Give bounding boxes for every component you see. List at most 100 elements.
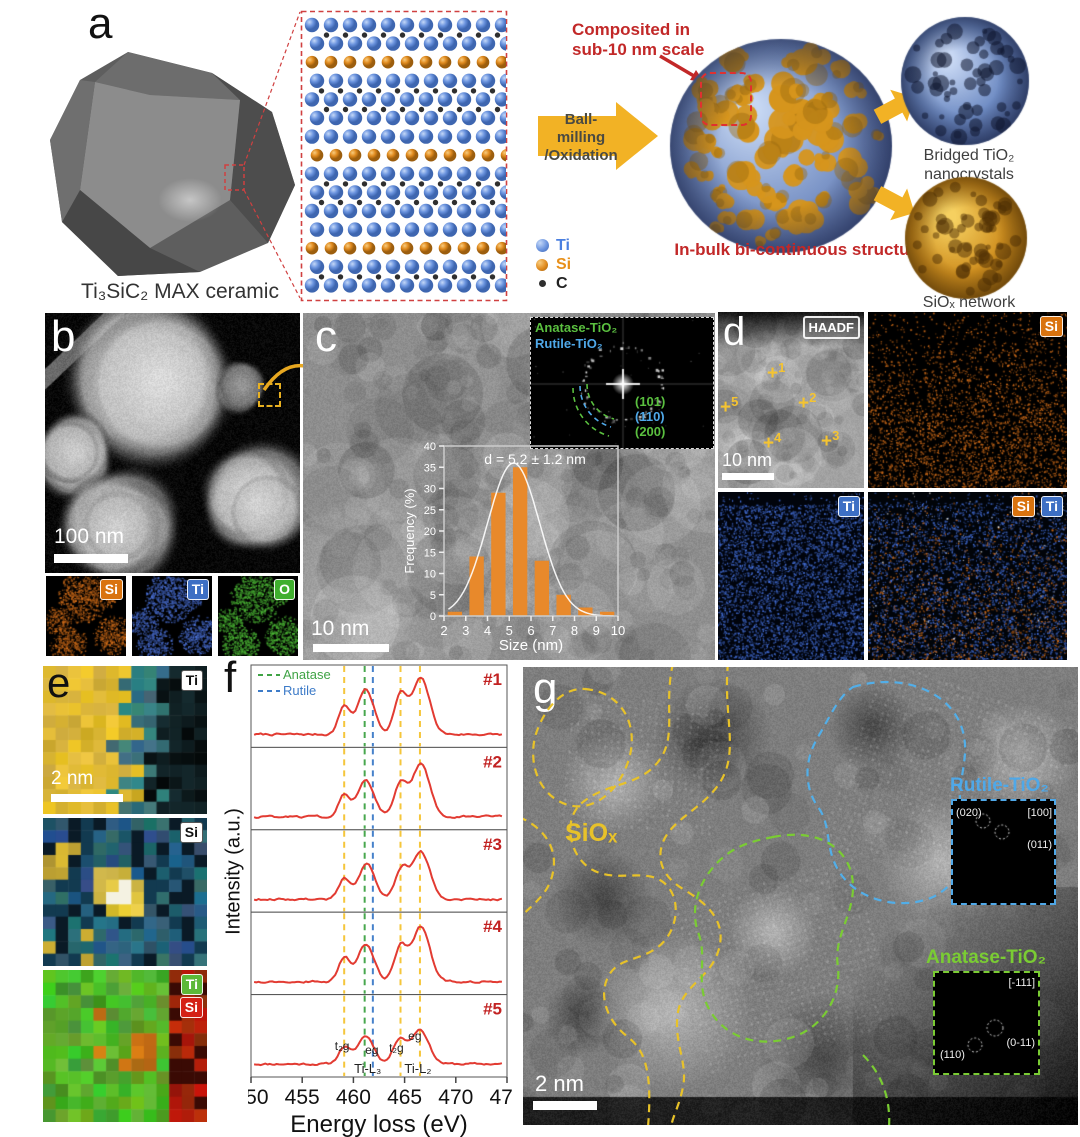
- b-eds-maps: Si Ti O: [45, 575, 299, 657]
- g-rutile-fft-image: [953, 801, 1054, 903]
- b-ti-badge: Ti: [186, 579, 209, 600]
- d-marker-3: +3: [821, 428, 840, 452]
- g-anatase-spot2: (0-11): [1006, 1037, 1035, 1049]
- atomic-structure-diagram: [300, 10, 508, 302]
- d-haadf-image: [718, 312, 864, 488]
- hist-xlabel: Size (nm): [499, 637, 563, 654]
- c-scale-text: 10 nm: [311, 617, 370, 640]
- c-fft-inset: Anatase-TiO₂ Rutile-TiO₂ (101) (110) (20…: [530, 317, 714, 449]
- eels-series-label: #1: [483, 670, 502, 689]
- g-anatase-title: Anatase-TiO₂: [926, 947, 1047, 968]
- e-ti-badge: Ti: [180, 670, 203, 691]
- eels-xtick: 460: [336, 1086, 371, 1109]
- b-map-o: O: [217, 575, 299, 657]
- c-fft-arcs: [572, 383, 615, 437]
- rutile-outline: [806, 680, 968, 905]
- legend-row-si: Si: [536, 255, 571, 274]
- eels-xtick: 455: [285, 1086, 320, 1109]
- eels-series-label: #3: [483, 835, 502, 854]
- eels-legend-rutile: Rutile: [283, 683, 316, 698]
- panel-c-label: c: [315, 312, 337, 361]
- g-rutile-spot3: (011): [1027, 839, 1052, 851]
- legend-c-label: C: [556, 274, 568, 292]
- panel-g: g SiOₓ Rutile-TiO₂ (020) [100] (011) Ana: [523, 667, 1078, 1125]
- c-fft-rutile-label: Rutile-TiO₂: [535, 336, 603, 351]
- zoom-region-box: [224, 164, 245, 191]
- d-haadf-badge: HAADF: [802, 316, 860, 339]
- panel-d: d HAADF +1 +2 +3 +4 +5 10 nm Si Ti Si Ti: [718, 312, 1067, 660]
- hist-ylabel: Frequency (%): [402, 488, 417, 573]
- legend-si-label: Si: [556, 255, 572, 273]
- e-scale-bar: [51, 794, 123, 802]
- svg-text:4: 4: [484, 623, 491, 638]
- e-scale-text: 2 nm: [51, 768, 94, 789]
- siox-outlines: [523, 667, 731, 1125]
- hist-bar: [447, 611, 463, 616]
- d-marker-2: +2: [798, 390, 817, 414]
- d-ti-map-image: [718, 492, 864, 660]
- d-si-badge: Si: [1039, 316, 1063, 337]
- eels-curve-3: [253, 849, 503, 902]
- process-line1: Ball-milling: [556, 111, 606, 146]
- d-scale-bar: [722, 473, 774, 480]
- eels-curve-4: [253, 925, 502, 984]
- g-anatase-spot1: [-111]: [1008, 977, 1036, 989]
- svg-text:8: 8: [571, 623, 578, 638]
- c-scale-bar: [313, 644, 389, 652]
- d-si-map-image: [868, 312, 1067, 488]
- e-si-map: Si: [43, 818, 207, 966]
- b-scale-text: 100 nm: [54, 525, 125, 548]
- panel-f-label: f: [224, 653, 237, 702]
- hist-bar: [534, 560, 550, 616]
- c-fft-anatase-label: Anatase-TiO₂: [535, 320, 618, 335]
- sub10nm-region-box: [700, 72, 752, 126]
- panel-b: b 100 nm Si Ti O: [45, 312, 300, 657]
- d-marker-4: +4: [763, 430, 782, 454]
- max-ceramic-polyhedron: [50, 11, 301, 299]
- d-ti-badge: Ti: [837, 496, 860, 517]
- eels-legend-anatase: Anatase: [283, 667, 331, 682]
- g-rutile-spot2: [100]: [1027, 807, 1052, 819]
- svg-text:2: 2: [440, 623, 447, 638]
- bicontinuous-sphere-image: [668, 36, 898, 260]
- eels-peak-label: t₂g: [389, 1041, 404, 1055]
- eels-xtick: 450: [248, 1086, 269, 1109]
- d-overlay-si-badge: Si: [1011, 496, 1035, 517]
- hist-bar: [599, 611, 615, 616]
- g-scale-bar: [533, 1101, 597, 1110]
- b-o-badge: O: [274, 579, 295, 600]
- atom-legend: Ti Si C: [536, 236, 571, 293]
- hist-bar: [512, 467, 528, 616]
- e-overlay-map-image: [43, 970, 207, 1122]
- svg-text:30: 30: [424, 484, 436, 496]
- process-arrow-icon: [538, 102, 658, 170]
- ti-atom-icon: [536, 239, 549, 252]
- e-overlay-ti-badge: Ti: [180, 974, 203, 995]
- eels-series-label: #5: [483, 1000, 502, 1019]
- eels-peak-label: eg: [408, 1029, 421, 1043]
- e-si-badge: Si: [179, 822, 203, 843]
- composited-line1: Composited in: [572, 20, 691, 39]
- e-overlay-si-badge: Si: [179, 997, 203, 1018]
- e-ti-map: e Ti 2 nm: [43, 662, 207, 814]
- g-anatase-spot3: (110): [940, 1049, 965, 1061]
- c-fft-ring2-label: (110): [635, 409, 665, 424]
- svg-text:6: 6: [527, 623, 534, 638]
- eels-peak-label: t₂g: [335, 1039, 350, 1053]
- g-rutile-spot1: (020): [956, 807, 982, 819]
- hist-bar: [556, 594, 571, 616]
- c-atom-icon: [539, 280, 546, 287]
- g-siox-label: SiOₓ: [565, 819, 618, 847]
- d-marker-1: +1: [767, 360, 786, 384]
- eels-edge-label: Ti-L₃: [354, 1061, 381, 1076]
- eels-xlabel: Energy loss (eV): [290, 1111, 467, 1137]
- panel-b-label: b: [51, 312, 76, 361]
- eels-series-label: #2: [483, 752, 502, 771]
- b-map-si: Si: [45, 575, 127, 657]
- hist-title: d = 5.2 ± 1.2 nm: [484, 451, 585, 467]
- d-overlay-map-image: [868, 492, 1067, 660]
- panel-e-label: e: [47, 659, 71, 706]
- panel-g-label: g: [533, 664, 558, 713]
